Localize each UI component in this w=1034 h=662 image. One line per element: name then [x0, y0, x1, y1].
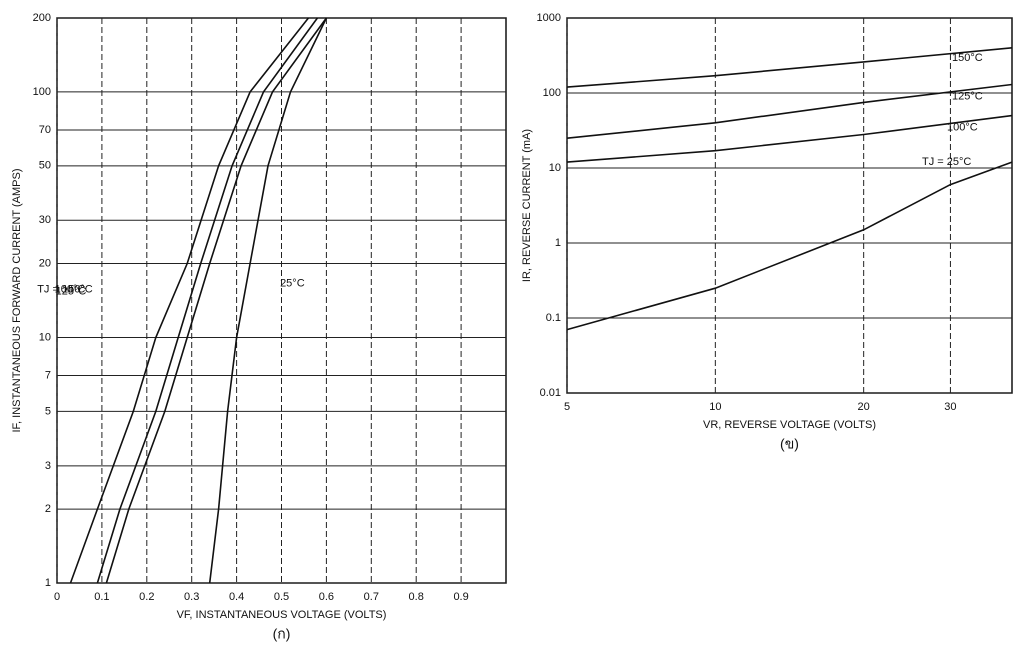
x-tick-label: 0.9 — [453, 591, 468, 603]
x-tick-label: 0.6 — [319, 591, 334, 603]
x-tick-label: 0.4 — [229, 591, 244, 603]
series-label: TJ = 25°C — [922, 156, 971, 168]
curve — [105, 17, 328, 584]
y-tick-label: 50 — [39, 160, 51, 172]
y-axis-label: IF, INSTANTANEOUS FORWARD CURRENT (AMPS) — [11, 168, 23, 432]
x-axis-label: VR, REVERSE VOLTAGE (VOLTS) — [703, 419, 876, 431]
y-tick-label: 200 — [33, 12, 51, 24]
series-label: 100°C — [947, 121, 978, 133]
caption: (ก) — [273, 626, 291, 642]
y-tick-label: 100 — [33, 86, 51, 98]
y-tick-label: 5 — [45, 405, 51, 417]
y-tick-label: 20 — [39, 257, 51, 269]
series-label: 125°C — [952, 90, 983, 102]
y-tick-label: 70 — [39, 124, 51, 136]
caption: (ข) — [780, 436, 799, 452]
y-tick-label: 7 — [45, 369, 51, 381]
y-tick-label: 30 — [39, 214, 51, 226]
x-axis-label: VF, INSTANTANEOUS VOLTAGE (VOLTS) — [177, 609, 387, 621]
y-tick-label: 0.01 — [540, 387, 561, 399]
curve — [566, 47, 1013, 88]
x-tick-label: 30 — [944, 401, 956, 413]
series-label: 100°C — [55, 283, 86, 295]
curve — [96, 17, 319, 584]
x-tick-label: 0.7 — [364, 591, 379, 603]
x-tick-label: 0.8 — [409, 591, 424, 603]
series-label: 150°C — [952, 52, 983, 64]
y-tick-label: 2 — [45, 503, 51, 515]
y-tick-label: 1 — [45, 577, 51, 589]
x-tick-label: 0.2 — [139, 591, 154, 603]
series-label: TJ = 150°C — [37, 283, 93, 295]
y-tick-label: 1 — [555, 237, 561, 249]
y-tick-label: 10 — [549, 162, 561, 174]
y-axis-label: IR, REVERSE CURRENT (mA) — [521, 129, 533, 282]
curve — [566, 114, 1013, 163]
x-tick-label: 20 — [858, 401, 870, 413]
y-tick-label: 100 — [543, 87, 561, 99]
x-tick-label: 0.3 — [184, 591, 199, 603]
y-tick-label: 3 — [45, 460, 51, 472]
y-tick-label: 0.1 — [546, 312, 561, 324]
x-tick-label: 10 — [709, 401, 721, 413]
plot-frame — [566, 17, 1013, 394]
x-tick-label: 0.5 — [274, 591, 289, 603]
y-tick-label: 10 — [39, 331, 51, 343]
curve — [208, 17, 328, 584]
curve — [69, 17, 310, 584]
x-tick-label: 0.1 — [94, 591, 109, 603]
y-tick-label: 1000 — [537, 12, 561, 24]
x-tick-label: 5 — [564, 401, 570, 413]
curve — [566, 83, 1013, 139]
curve — [566, 161, 1013, 331]
x-tick-label: 0 — [54, 591, 60, 603]
series-label: 25°C — [280, 277, 305, 289]
series-label: 125°C — [56, 285, 87, 297]
